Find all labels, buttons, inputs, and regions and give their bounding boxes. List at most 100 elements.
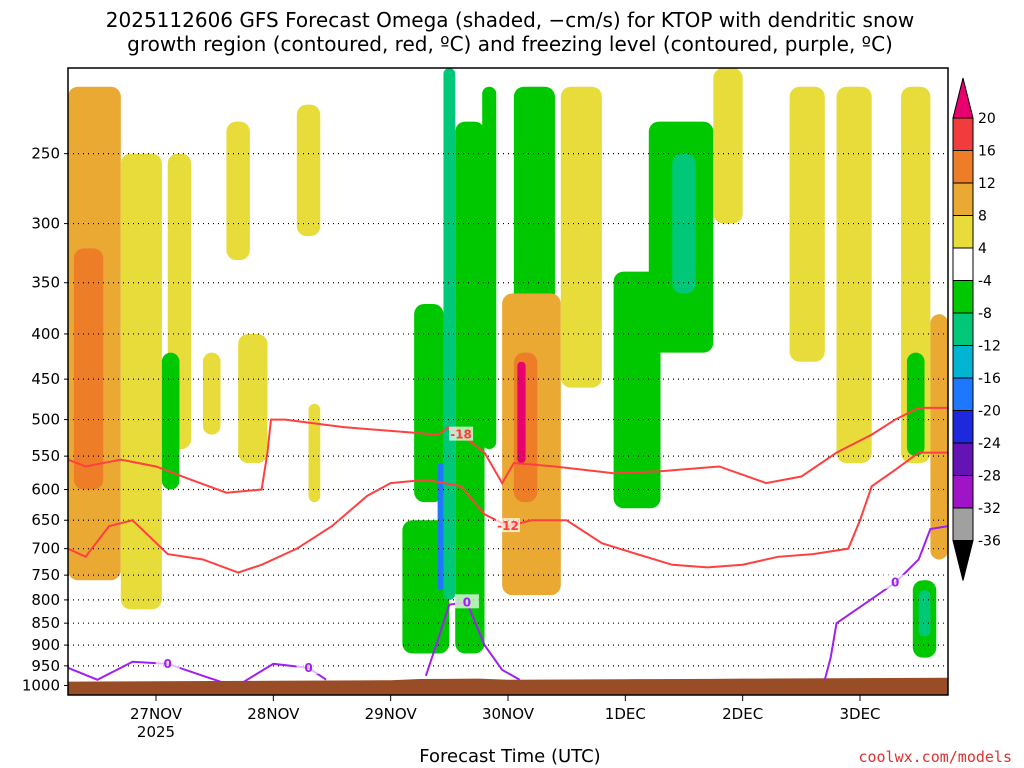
purple-contour-0 <box>67 660 221 683</box>
omega-region-25 <box>789 86 825 362</box>
y-tick-label-600: 600 <box>31 481 60 499</box>
y-axis-ticks: 250 300 350 400 450 500 550 600 650 700 750 800 850 9… <box>22 145 68 695</box>
y-tick-label-800: 800 <box>31 591 60 609</box>
temperature-contours: -18 -12 0 0 0 0 <box>67 406 949 683</box>
chart-title-line2: growth region (contoured, red, ºC) and f… <box>127 32 893 56</box>
colorbar-label-0: 20 <box>978 111 996 127</box>
y-tick-label-700: 700 <box>31 540 60 558</box>
plot-area: -18 -12 0 0 0 0 <box>67 67 949 696</box>
x-tick-label-30NOV: 30NOV <box>482 705 535 723</box>
credit-link[interactable]: coolwx.com/models <box>858 748 1012 766</box>
purple-contour-label-bg-1 <box>296 659 321 674</box>
colorbar-label-9: -20 <box>978 404 1001 420</box>
omega-region-28 <box>906 352 925 457</box>
omega-region-5 <box>226 121 250 261</box>
red-contour-label-0: -18 <box>450 428 472 442</box>
x-axis-label: Forecast Time (UTC) <box>419 746 600 767</box>
omega-region-14 <box>437 463 444 591</box>
omega-region-23 <box>672 153 696 294</box>
colorbar-label-1: 16 <box>978 144 996 160</box>
y-tick-label-950: 950 <box>31 657 60 675</box>
colorbar-label-11: -28 <box>978 469 1001 485</box>
omega-region-2 <box>120 153 162 610</box>
omega-region-20 <box>560 86 602 388</box>
y-tick-label-400: 400 <box>31 325 60 343</box>
colorbar-swatch-5 <box>952 247 974 281</box>
omega-region-11 <box>402 520 450 654</box>
y-tick-label-750: 750 <box>31 566 60 584</box>
colorbar-label-7: -12 <box>978 339 1001 355</box>
colorbar-swatch-3 <box>952 182 974 216</box>
x-tick-label-27NOV: 27NOV <box>130 705 183 723</box>
y-tick-label-850: 850 <box>31 614 60 632</box>
colorbar-label-5: -4 <box>978 274 992 290</box>
colorbar-label-2: 12 <box>978 176 996 192</box>
purple-contour-label-0: 0 <box>164 657 172 671</box>
omega-region-26 <box>836 86 872 464</box>
omega-region-24 <box>713 68 743 224</box>
colorbar-label-13: -36 <box>978 534 1001 550</box>
y-tick-label-500: 500 <box>31 411 60 429</box>
omega-region-6 <box>238 333 268 464</box>
colorbar-bottom-arrow <box>952 540 974 581</box>
purple-contour-label-2: 0 <box>463 595 471 609</box>
y-tick-label-1000: 1000 <box>22 677 60 695</box>
y-tick-label-450: 450 <box>31 370 60 388</box>
purple-contour-label-bg-0 <box>155 655 180 670</box>
purple-contour-3 <box>823 525 949 680</box>
chart-title-line1: 2025112606 GFS Forecast Omega (shaded, −… <box>106 8 914 32</box>
omega-region-12 <box>443 68 456 600</box>
omega-region-13 <box>455 121 485 654</box>
colorbar-swatch-4 <box>952 215 974 249</box>
omega-region-7 <box>296 104 321 237</box>
y-tick-label-300: 300 <box>31 215 60 233</box>
omega-region-1 <box>73 248 104 490</box>
purple-contour-label-1: 0 <box>304 661 312 675</box>
colorbar-legend: 20 16 12 8 4 -4 -8 -12 -16 -20 -24 -28 -32 -36 <box>952 77 1001 581</box>
colorbar-top-arrow <box>952 77 974 119</box>
colorbar-label-6: -8 <box>978 306 992 322</box>
purple-contour-label-3: 0 <box>891 576 899 590</box>
y-tick-label-550: 550 <box>31 447 60 465</box>
colorbar-swatch-13 <box>952 507 974 541</box>
y-tick-label-650: 650 <box>31 511 60 529</box>
colorbar-label-4: 4 <box>978 241 987 257</box>
colorbar-label-8: -16 <box>978 371 1001 387</box>
omega-region-30 <box>918 590 931 637</box>
x-tick-label-3DEC: 3DEC <box>839 705 880 723</box>
colorbar-label-3: 8 <box>978 209 987 225</box>
colorbar-swatch-2 <box>952 150 974 184</box>
colorbar-swatch-10 <box>952 410 974 444</box>
x-tick-label-28NOV: 28NOV <box>247 705 300 723</box>
colorbar-swatch-11 <box>952 442 974 476</box>
omega-region-8 <box>308 403 321 503</box>
x-tick-label-1DEC: 1DEC <box>605 705 646 723</box>
x-tick-sublabel-27NOV: 2025 <box>137 723 175 741</box>
omega-shading <box>68 68 948 658</box>
omega-region-9 <box>161 352 180 490</box>
x-tick-label-29NOV: 29NOV <box>365 705 418 723</box>
colorbar-swatch-12 <box>952 475 974 509</box>
colorbar-swatch-9 <box>952 377 974 411</box>
omega-region-4 <box>202 352 221 435</box>
red-contour-label-bg-1 <box>496 518 520 533</box>
omega-region-10 <box>414 304 444 503</box>
purple-contour-label-bg-3 <box>883 574 908 589</box>
colorbar-swatch-1 <box>952 117 974 151</box>
omega-region-19 <box>517 361 526 464</box>
colorbar-label-12: -32 <box>978 501 1001 517</box>
colorbar-swatch-7 <box>952 312 974 346</box>
colorbar-label-10: -24 <box>978 436 1001 452</box>
purple-contour-label-bg-2 <box>454 594 479 609</box>
x-tick-label-2DEC: 2DEC <box>722 705 763 723</box>
omega-region-31 <box>930 314 948 560</box>
red-contour-label-bg-0 <box>449 426 474 441</box>
omega-region-15 <box>482 86 497 450</box>
colorbar-swatch-8 <box>952 345 974 379</box>
colorbar-swatch-6 <box>952 280 974 314</box>
y-tick-label-250: 250 <box>31 145 60 163</box>
terrain-ground <box>68 677 948 695</box>
y-tick-label-900: 900 <box>31 636 60 654</box>
